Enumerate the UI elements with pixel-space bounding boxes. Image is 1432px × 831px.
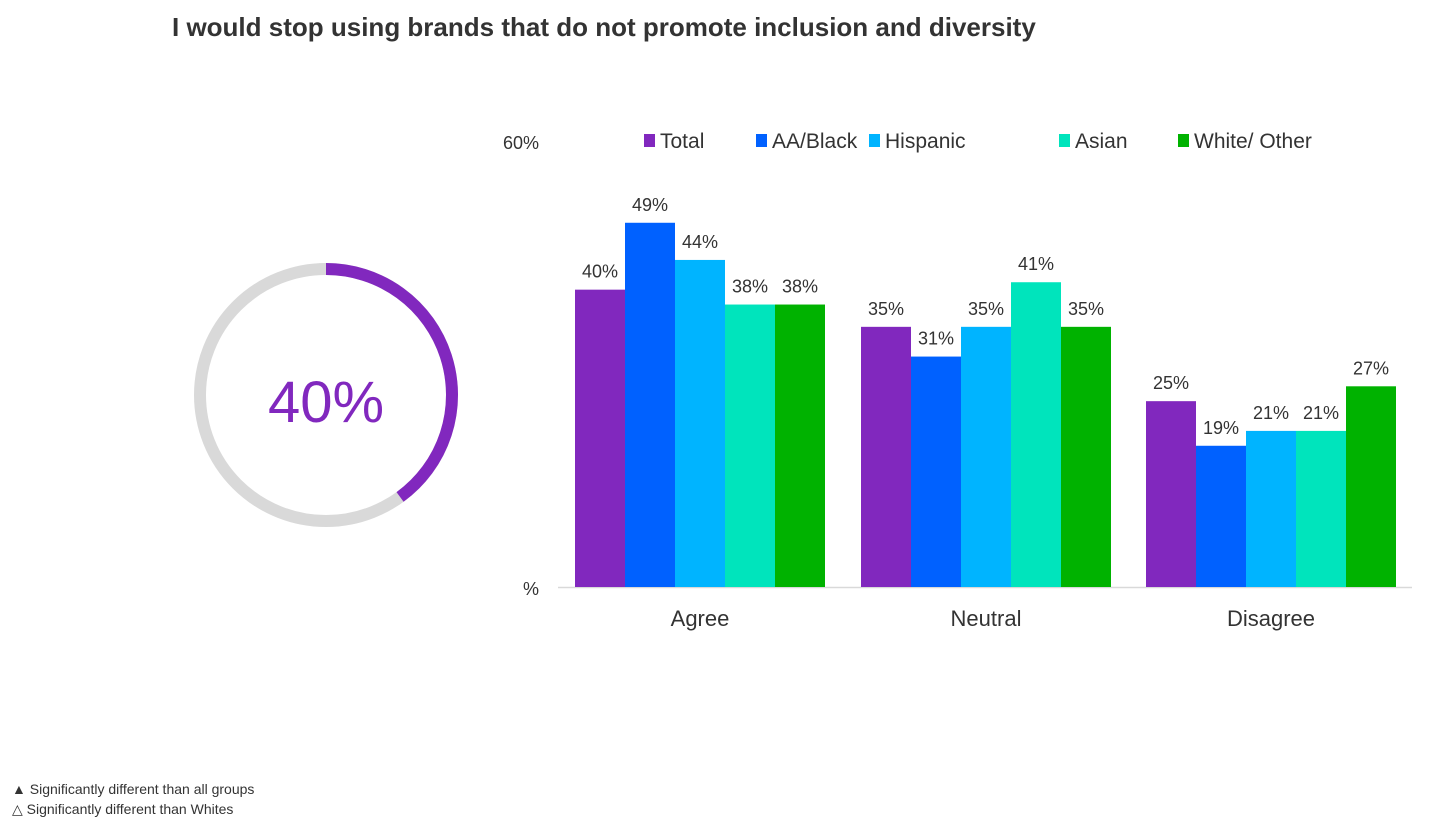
bar <box>1196 445 1246 587</box>
bar <box>961 326 1011 587</box>
bar <box>725 304 775 587</box>
data-label: 38% <box>782 277 818 297</box>
data-label: 38% <box>732 277 768 297</box>
data-label: 31% <box>918 329 954 349</box>
bar <box>1296 430 1346 587</box>
legend-swatch <box>756 134 767 147</box>
x-tick-label: Neutral <box>951 606 1022 631</box>
legend-swatch <box>869 134 880 147</box>
legend-label: Total <box>660 130 704 153</box>
bar <box>1061 326 1111 587</box>
footnote-all-groups: ▲ Significantly different than all group… <box>12 781 255 797</box>
data-label: 40% <box>582 262 618 282</box>
bar <box>1246 430 1296 587</box>
legend-label: White/ Other <box>1194 130 1312 153</box>
bar <box>625 222 675 587</box>
data-label: 25% <box>1153 373 1189 393</box>
legend-label: Asian <box>1075 130 1128 153</box>
data-label: 44% <box>682 232 718 252</box>
bar <box>775 304 825 587</box>
bar <box>1346 386 1396 587</box>
chart-title: I would stop using brands that do not pr… <box>172 12 1036 42</box>
donut-arc <box>325 263 458 502</box>
bar <box>575 289 625 587</box>
legend-swatch <box>1059 134 1070 147</box>
y-tick-label: % <box>523 579 539 599</box>
data-label: 35% <box>1068 299 1104 319</box>
y-tick-label: 60% <box>503 133 539 153</box>
data-label: 21% <box>1303 403 1339 423</box>
data-label: 49% <box>632 195 668 215</box>
bar <box>911 356 961 587</box>
legend-label: AA/Black <box>772 130 858 153</box>
data-label: 35% <box>968 299 1004 319</box>
x-tick-label: Disagree <box>1227 606 1315 631</box>
footnote-whites: △ Significantly different than Whites <box>12 801 234 817</box>
data-label: 21% <box>1253 403 1289 423</box>
data-label: 41% <box>1018 254 1054 274</box>
legend-label: Hispanic <box>885 130 966 153</box>
legend-swatch <box>644 134 655 147</box>
bar <box>861 326 911 587</box>
donut-value-label: 40% <box>268 370 384 435</box>
data-label: 35% <box>868 299 904 319</box>
bar <box>1146 401 1196 587</box>
bar <box>675 259 725 587</box>
x-tick-label: Agree <box>671 606 730 631</box>
bar <box>1011 282 1061 587</box>
data-label: 19% <box>1203 418 1239 438</box>
legend-swatch <box>1178 134 1189 147</box>
data-label: 27% <box>1353 358 1389 378</box>
